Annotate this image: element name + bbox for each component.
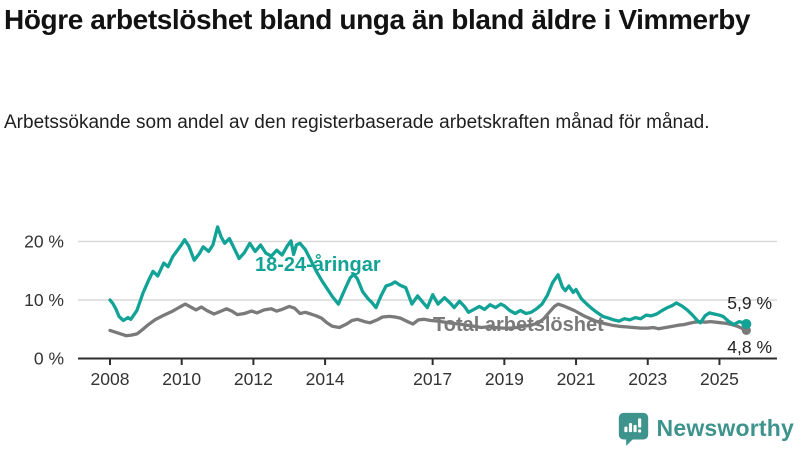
newsworthy-logo-text: Newsworthy [656, 415, 794, 441]
youth-end-value-label: 5,9 % [727, 293, 772, 313]
total-series-line [108, 302, 748, 338]
total-end-value-label: 4,8 % [727, 337, 772, 357]
x-axis-tick-label: 2019 [485, 369, 524, 389]
y-axis-tick-label: 0 % [34, 349, 64, 369]
y-axis-tick-label: 10 % [24, 290, 64, 310]
newsworthy-icon [618, 412, 648, 446]
x-axis-tick-label: 2010 [162, 369, 201, 389]
youth-series-label: 18-24-åringar [255, 253, 381, 276]
x-axis-tick-label: 2017 [413, 369, 452, 389]
x-axis-tick-label: 2008 [91, 369, 130, 389]
x-axis-tick-label: 2025 [700, 369, 739, 389]
page-title: Högre arbetslöshet bland unga än bland ä… [4, 4, 751, 35]
x-axis-tick-label: 2014 [306, 369, 345, 389]
youth-series-end-dot [741, 318, 752, 329]
newsworthy-logo: Newsworthy [617, 411, 794, 446]
total-series-label: Total arbetslöshet [433, 314, 604, 336]
x-axis-tick-label: 2012 [234, 369, 273, 389]
page-subtitle: Arbetssökande som andel av den registerb… [4, 112, 710, 133]
x-axis-tick-label: 2023 [628, 369, 667, 389]
x-axis-tick-label: 2021 [557, 369, 596, 389]
y-axis-tick-label: 20 % [24, 232, 64, 252]
youth-series-line [108, 225, 748, 327]
